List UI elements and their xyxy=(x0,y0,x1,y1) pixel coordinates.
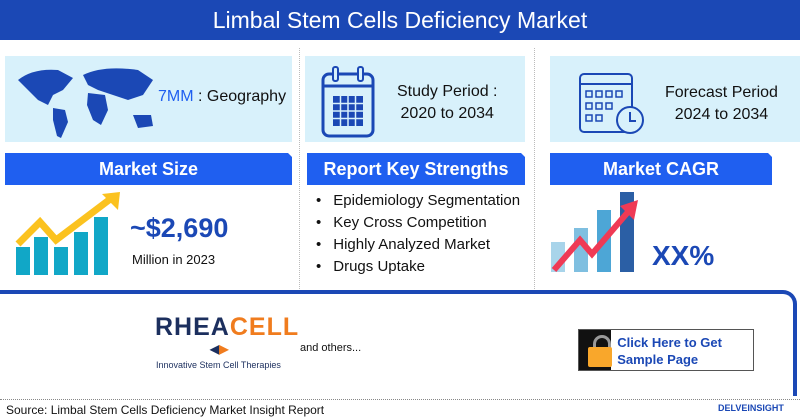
list-item: Drugs Uptake xyxy=(316,256,520,278)
source-text: Source: Limbal Stem Cells Deficiency Mar… xyxy=(0,399,800,420)
page-title: Limbal Stem Cells Deficiency Market xyxy=(0,0,800,40)
cagr-chart-icon xyxy=(551,192,638,272)
unlock-icon xyxy=(579,330,612,370)
geography-label: : Geography xyxy=(193,88,287,105)
delveinsight-logo: DELVEINSIGHT xyxy=(718,403,784,413)
study-period-label: Study Period : xyxy=(397,83,498,100)
study-period-panel: Study Period : 2020 to 2034 xyxy=(305,56,525,142)
cagr-value: XX% xyxy=(652,240,715,271)
cagr-header: Market CAGR xyxy=(550,153,772,185)
growth-chart-icon xyxy=(15,192,120,275)
market-size-header: Market Size xyxy=(5,153,292,185)
geography-highlight: 7MM xyxy=(158,88,194,105)
key-strengths-list: Epidemiology Segmentation Key Cross Comp… xyxy=(316,190,520,278)
list-item: Highly Analyzed Market xyxy=(316,234,520,256)
sample-page-button[interactable]: Click Here to Get Sample Page xyxy=(578,329,754,371)
market-size-value: ~$2,690 xyxy=(130,213,229,243)
sample-page-label: Click Here to Get Sample Page xyxy=(617,335,722,367)
divider xyxy=(534,48,535,293)
study-period-value: 2020 to 2034 xyxy=(400,105,494,122)
others-text: and others... xyxy=(300,342,362,354)
forecast-period-value: 2024 to 2034 xyxy=(674,106,769,123)
rheacell-logo: RHEACELL xyxy=(155,313,300,341)
geography-panel: 7MM : Geography xyxy=(5,56,292,142)
calendar-clock-icon xyxy=(579,73,644,134)
rheacell-tagline: Innovative Stem Cell Therapies xyxy=(156,360,281,370)
world-map-icon xyxy=(18,68,153,138)
forecast-period-label: Forecast Period xyxy=(665,84,778,101)
companies-section xyxy=(0,290,797,396)
calendar-icon xyxy=(321,66,375,138)
list-item: Key Cross Competition xyxy=(316,212,520,234)
market-size-caption: Million in 2023 xyxy=(132,252,216,267)
divider xyxy=(299,48,300,293)
forecast-period-panel: Forecast Period 2024 to 2034 xyxy=(550,56,800,142)
rheacell-logo-mark: ◀▶ xyxy=(210,342,229,356)
list-item: Epidemiology Segmentation xyxy=(316,190,520,212)
key-strengths-header: Report Key Strengths xyxy=(307,153,525,185)
